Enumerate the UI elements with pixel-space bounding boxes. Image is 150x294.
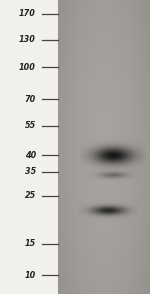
Text: 70: 70: [25, 94, 36, 103]
Text: 35: 35: [25, 168, 36, 176]
Text: 10: 10: [25, 270, 36, 280]
Text: 15: 15: [25, 240, 36, 248]
Text: 55: 55: [25, 121, 36, 131]
Text: 40: 40: [25, 151, 36, 160]
Text: 100: 100: [19, 63, 36, 71]
Bar: [0, 0, 58, 294]
Text: 130: 130: [19, 36, 36, 44]
Text: 170: 170: [19, 9, 36, 19]
Text: 25: 25: [25, 191, 36, 201]
